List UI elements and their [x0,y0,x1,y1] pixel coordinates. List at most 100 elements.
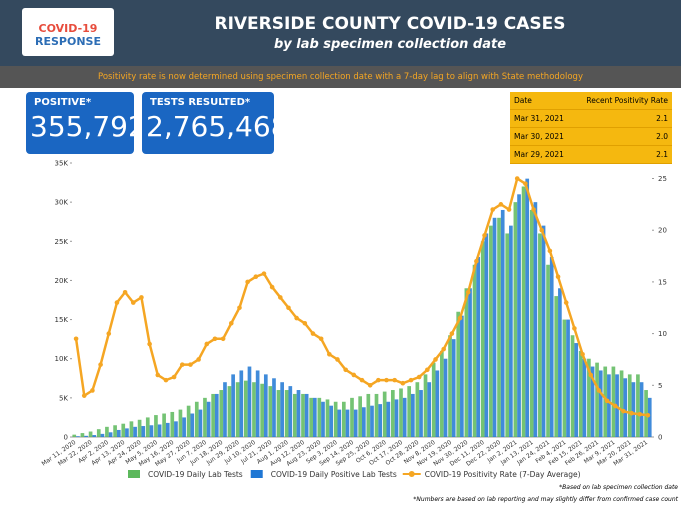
bar [644,390,648,437]
line-point [514,176,520,181]
line-point [563,300,569,305]
kpi-value: 2,765,468 [146,110,289,143]
line-point [498,202,504,207]
bar [321,401,325,437]
line-point [645,412,651,418]
line-point [261,271,267,276]
line-point [482,233,487,238]
line-point [204,341,210,347]
bar [402,397,407,437]
bar [292,393,297,437]
logo-text: COVID-19 [38,22,98,35]
line-point [106,331,112,336]
bar [211,393,215,437]
bar [301,393,305,437]
bar [325,399,330,437]
bar [206,401,211,437]
column-header: Recent Positivity Rate [573,92,672,110]
line-point [555,274,561,280]
line-point [171,374,177,380]
bar [587,358,591,437]
bar [337,409,342,437]
cell: 2.1 [573,109,672,128]
line-point [621,408,626,414]
legend-swatch [408,471,415,477]
bar [374,393,379,437]
line-point [506,207,512,212]
bar [468,288,472,437]
line-point [490,207,496,212]
line-point [163,377,169,383]
bar [538,233,542,437]
bar [407,386,412,437]
legend-label: COVID-19 Daily Positive Lab Tests [271,470,397,479]
legend-swatch [128,470,140,478]
bar [391,390,395,437]
bar [227,386,232,437]
line-point [384,377,389,383]
y2-tick-label: 0 [658,434,662,442]
legend-label: COVID-19 Positivity Rate (7-Day Average) [425,470,581,479]
kpi-label: TESTS RESULTED* [150,97,251,108]
bar [203,397,207,437]
line-point [539,227,545,233]
line-point [351,372,357,378]
bar [235,382,240,437]
y2-tick-label: 5 [658,382,662,390]
line-point [302,320,308,326]
bar [231,374,235,437]
bar [366,393,371,437]
bar [137,419,142,437]
bar [170,411,175,437]
bar [558,288,562,437]
banner: Positivity rate is now determined using … [0,66,681,88]
legend-label: COVID-19 Daily Lab Tests [148,470,243,479]
line-point [179,362,185,367]
bar [431,362,436,437]
line-point [604,398,610,404]
bar [639,382,644,437]
bar [333,401,338,437]
bar [370,405,374,437]
bar [178,409,183,437]
bar [509,225,513,437]
kpi-label: POSITIVE* [34,97,92,108]
bar [312,397,317,437]
line-point [637,411,643,417]
bar [345,409,350,437]
line-point [416,374,422,380]
bar [611,366,616,437]
bar [549,256,554,437]
line-point [228,320,234,326]
line-point [367,383,373,388]
logo: COVID-19 RESPONSE [22,8,114,56]
bar [399,388,403,437]
line-point [139,295,144,300]
kpi: TESTS RESULTED* 2,765,468 [142,92,289,154]
line-point [523,181,528,186]
bar [489,225,493,437]
bar [460,315,464,437]
bar [517,194,521,437]
y-tick-label: 15K [55,316,69,324]
line-point [408,377,414,383]
bar [263,374,268,437]
bar [309,397,313,437]
bar [268,386,273,437]
bar [636,374,640,437]
bar [288,386,293,437]
table: Date Recent Positivity Rate Mar 31, 2021 2… [510,92,672,164]
bar [190,413,195,437]
line-point [147,341,152,347]
y-tick-label: 30K [55,199,69,207]
bar [574,343,579,437]
line-point [474,258,479,264]
cell: Mar 30, 2021 [510,127,574,146]
bar [100,433,105,437]
footnote: *Based on lab specimen collection date [559,484,678,491]
line-point [114,300,120,305]
bar [456,311,461,437]
line-point [122,289,128,295]
bar [525,178,530,437]
